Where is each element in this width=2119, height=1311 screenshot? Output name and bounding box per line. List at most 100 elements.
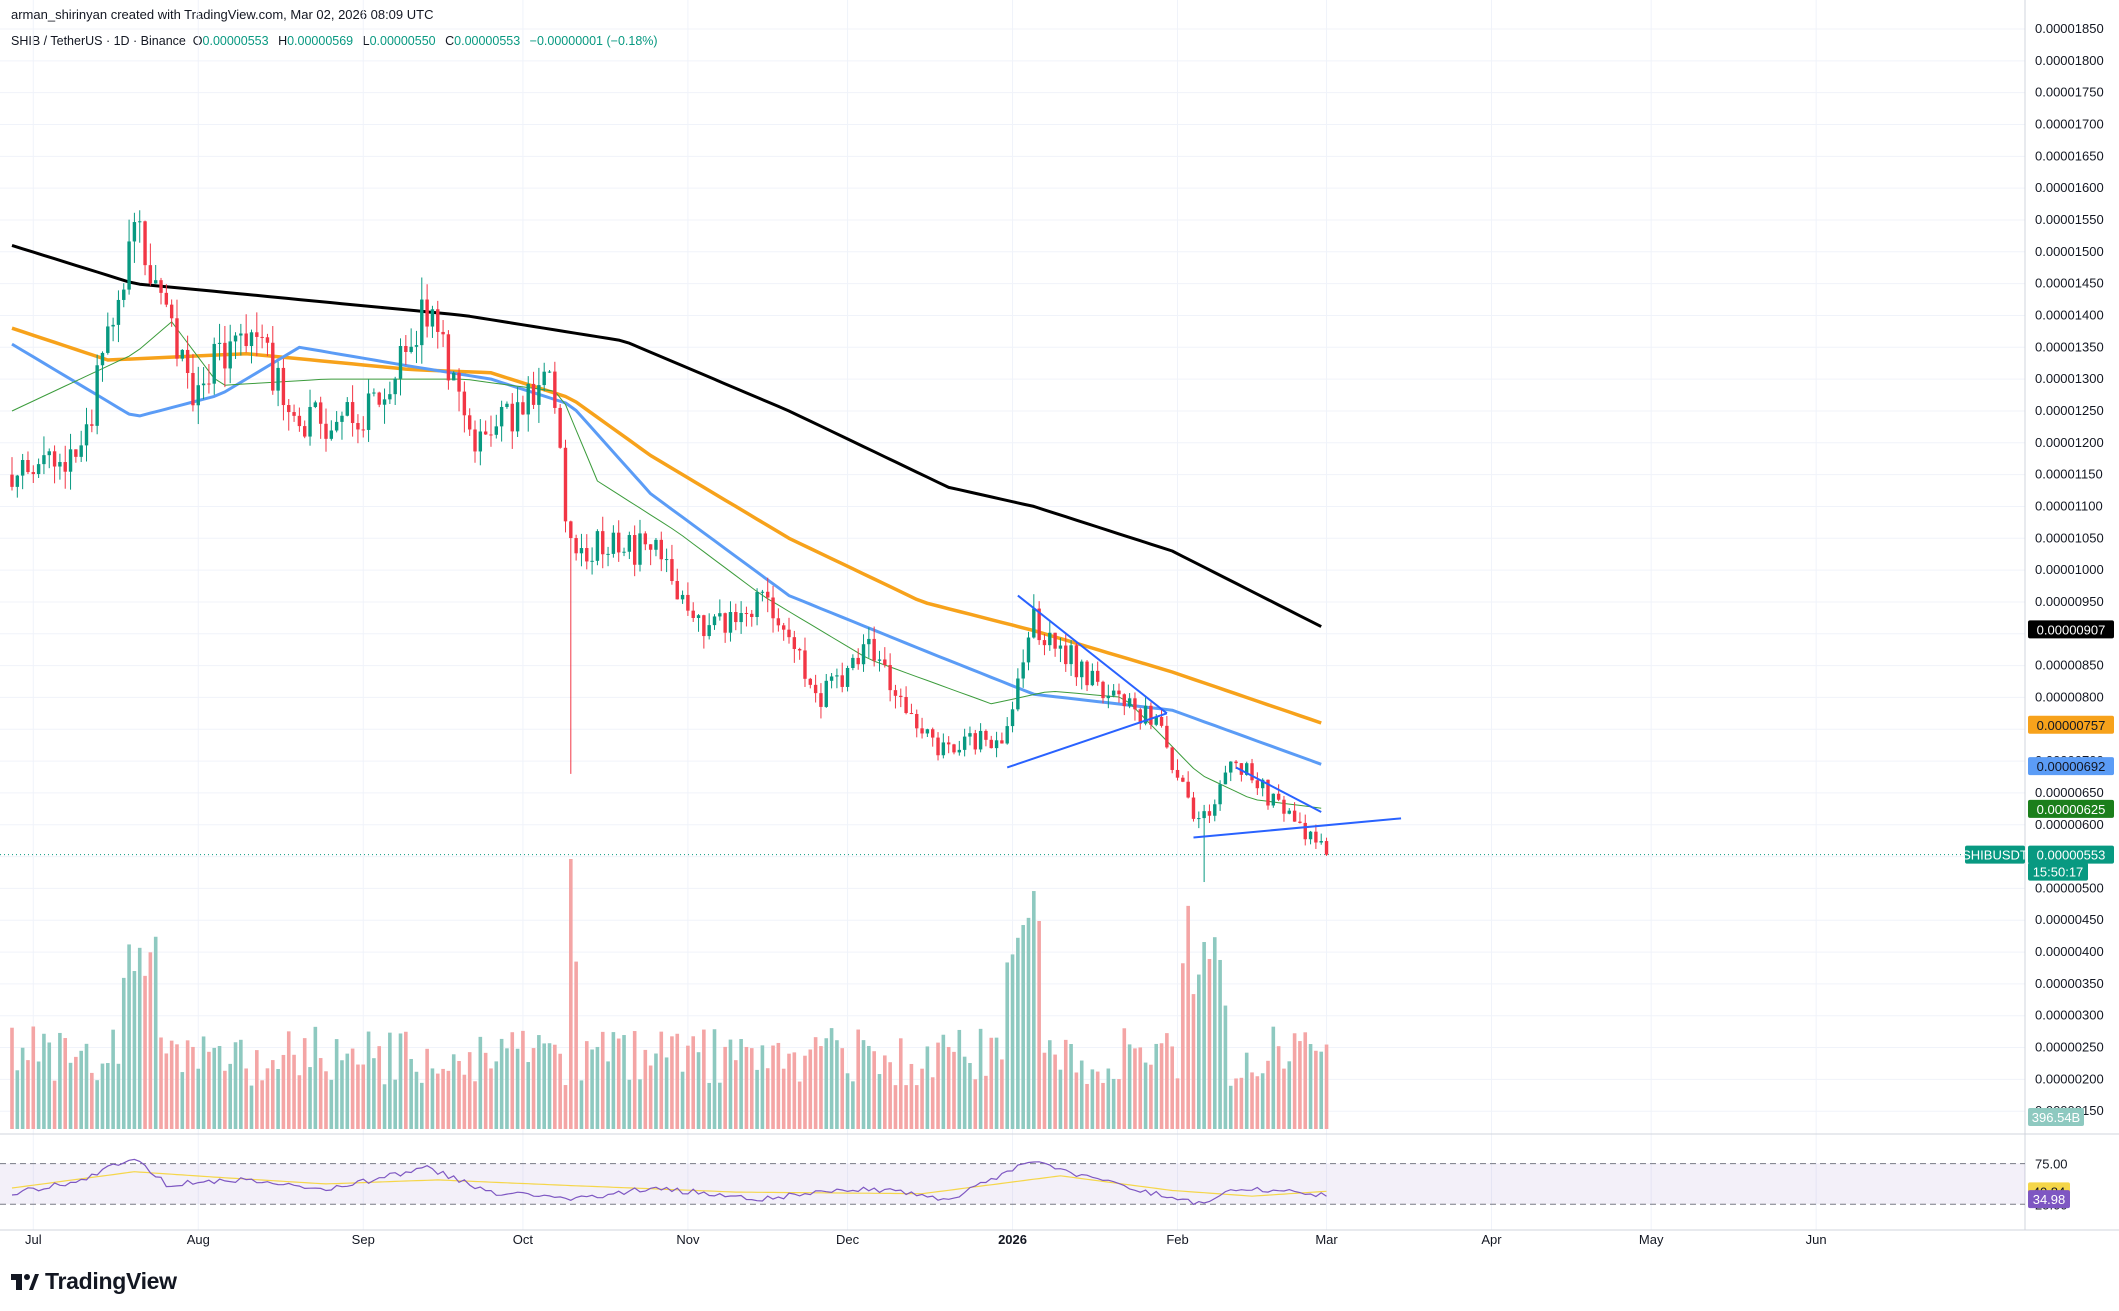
volume-bar <box>1228 1085 1233 1129</box>
volume-bar <box>792 1052 797 1129</box>
chart-credit: arman_shirinyan created with TradingView… <box>11 7 434 22</box>
candle-body <box>334 421 339 431</box>
volume-bar <box>441 1068 445 1129</box>
candle-body <box>835 675 839 677</box>
volume-bar <box>1053 1054 1057 1129</box>
volume-bar <box>553 1044 557 1129</box>
tradingview-logo[interactable]: TradingView <box>11 1268 177 1295</box>
volume-bar <box>563 1085 568 1129</box>
volume-bar <box>180 1072 185 1129</box>
volume-bar <box>819 1046 823 1129</box>
volume-bar <box>302 1038 307 1129</box>
volume-bar <box>361 1064 366 1129</box>
volume-bar <box>20 1047 25 1129</box>
candle-body <box>946 742 951 745</box>
volume-bar <box>606 1061 610 1129</box>
volume-bar <box>281 1054 286 1129</box>
volume-bar <box>702 1029 706 1129</box>
volume-bar <box>1069 1044 1073 1129</box>
ma-price-label: 0.00000625 <box>2028 799 2114 818</box>
candle-body <box>31 472 35 475</box>
volume-bar <box>765 1068 770 1129</box>
volume-bar <box>1037 920 1041 1129</box>
volume-bar <box>1308 1044 1313 1129</box>
trendlines <box>0 594 2025 856</box>
rsi-value-label-text: 34.98 <box>2033 1192 2066 1207</box>
volume-bar <box>1026 917 1031 1129</box>
volume-bar <box>1042 1052 1047 1129</box>
volume-bar <box>1255 1076 1260 1129</box>
volume-bar <box>1016 937 1020 1129</box>
candle-body <box>473 429 477 452</box>
volume-bar <box>941 1034 946 1129</box>
price-tick-label: 0.00001850 <box>2035 21 2104 36</box>
candle-body <box>175 318 179 359</box>
volume-bar <box>175 1044 179 1129</box>
volume-bar <box>936 1042 940 1129</box>
volume-bar <box>957 1029 962 1129</box>
volume-last-label-bg <box>2028 1108 2084 1126</box>
volume-bar <box>201 1036 206 1129</box>
volume-bar <box>1212 937 1217 1129</box>
candle-body <box>909 713 914 715</box>
candle-body <box>201 383 206 386</box>
candle-body <box>191 372 195 406</box>
price-tick-label: 0.00001300 <box>2035 371 2104 386</box>
candle-body <box>116 299 121 325</box>
trendline <box>1006 712 1168 769</box>
volume-bar <box>244 1068 248 1129</box>
volume-bar <box>718 1082 722 1129</box>
candle-body <box>63 462 67 472</box>
volume-bar <box>616 1038 621 1129</box>
candle-body <box>1159 716 1164 726</box>
volume-bar <box>521 1030 525 1129</box>
volume-bar <box>755 1069 759 1129</box>
volume-bar <box>1186 905 1190 1129</box>
candle-body <box>787 629 791 638</box>
price-tick-label: 0.00001550 <box>2035 212 2104 227</box>
candle-body <box>931 729 935 738</box>
candle-body <box>845 668 850 687</box>
rsi-line <box>11 1158 1327 1206</box>
volume-bar <box>207 1051 211 1129</box>
candle-body <box>1085 661 1089 686</box>
candle-body <box>244 333 248 347</box>
candle-body <box>1133 698 1137 710</box>
volume-bar <box>100 1063 105 1129</box>
candle-body <box>233 335 238 342</box>
volume-bar <box>148 952 153 1129</box>
candle-body <box>627 535 632 552</box>
candle-body <box>989 739 993 749</box>
volume-bar <box>473 1081 477 1129</box>
volume-bar <box>1165 1033 1169 1129</box>
volume-bar <box>627 1079 632 1129</box>
volume-bar <box>622 1035 626 1129</box>
volume-bar <box>419 1082 424 1129</box>
volume-bar <box>909 1063 914 1129</box>
volume-bar <box>654 1053 658 1129</box>
volume-bar <box>164 1053 169 1129</box>
volume-bar <box>749 1048 754 1129</box>
symbol-legend[interactable]: SHIB / TetherUS · 1D · Binance O0.000005… <box>11 34 658 48</box>
volume-bar <box>1324 1044 1329 1129</box>
volume-bar <box>787 1053 791 1129</box>
volume-bar <box>920 1068 924 1129</box>
candle-body <box>1202 811 1206 819</box>
volume-last-label-text: 396.54B <box>2032 1110 2080 1125</box>
price-tick-label: 0.00001050 <box>2035 530 2104 545</box>
volume-bar <box>185 1040 190 1129</box>
trendline <box>1017 594 1168 715</box>
candle-body <box>457 372 461 392</box>
candle-body <box>978 730 983 750</box>
candle-body <box>1122 694 1126 707</box>
candle-body <box>936 737 940 756</box>
ma-price-label-text: 0.00000692 <box>2037 759 2106 774</box>
volume-bar <box>968 1063 972 1129</box>
volume-bar <box>914 1085 919 1129</box>
volume-bar <box>308 1067 312 1129</box>
volume-bar <box>797 1081 802 1129</box>
symbol-name: SHIB / TetherUS · 1D · Binance <box>11 34 186 48</box>
candle-body <box>696 615 701 618</box>
candle-body <box>255 332 259 337</box>
